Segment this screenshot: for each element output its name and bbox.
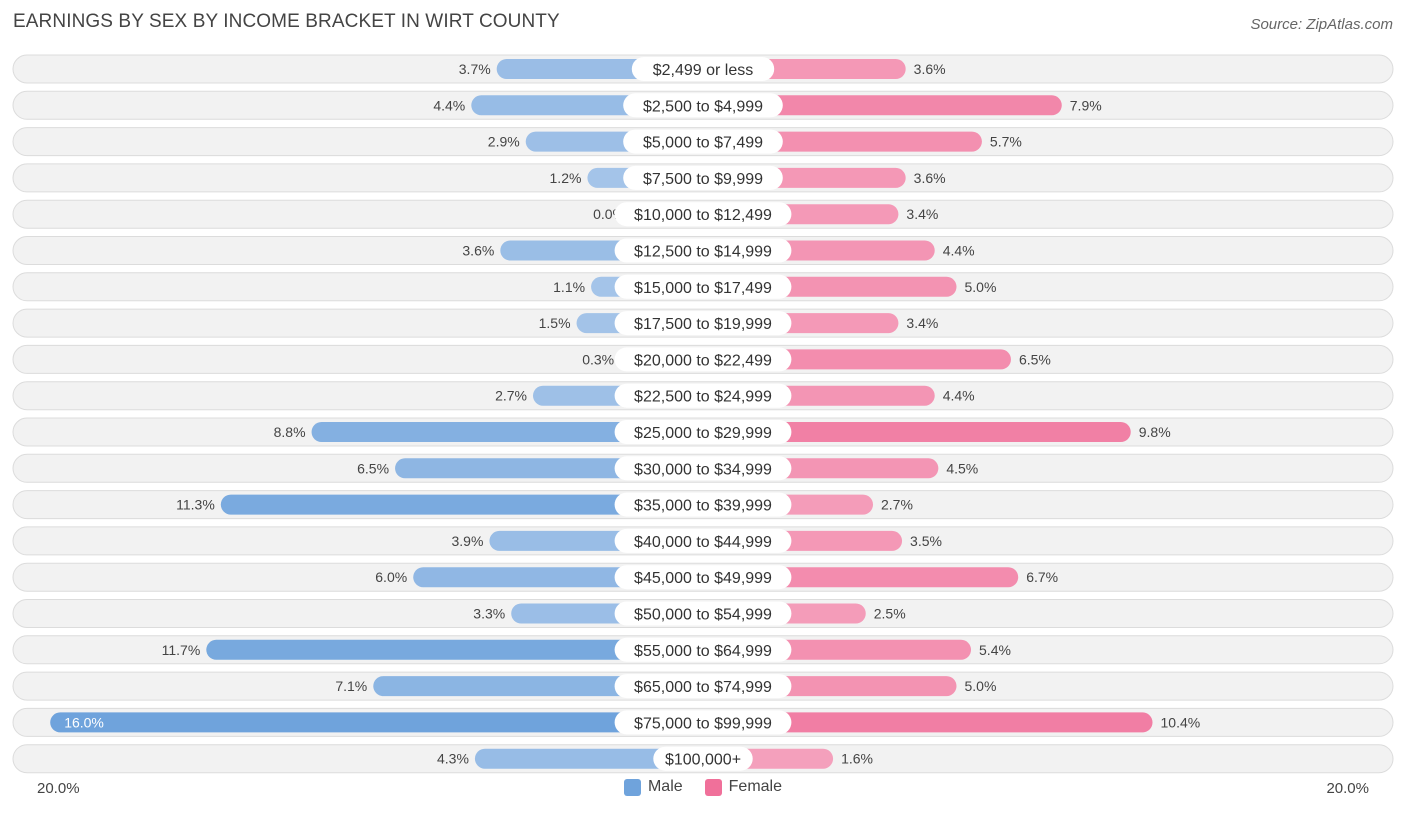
category-label: $35,000 to $39,999 [634,498,772,515]
female-value-label: 10.4% [1161,714,1201,730]
female-value-label: 2.7% [881,497,913,513]
female-value-label: 5.4% [979,642,1011,658]
male-bar [50,712,703,733]
male-value-label: 11.7% [162,642,201,658]
category-label: $30,000 to $34,999 [634,461,772,478]
female-value-label: 4.5% [946,460,978,476]
category-label: $22,500 to $24,999 [634,389,772,406]
category-label: $7,500 to $9,999 [643,171,763,188]
category-pill [614,674,792,699]
female-value-label: 4.4% [943,243,975,259]
male-value-label: 4.3% [437,751,469,767]
legend-item-male[interactable]: Male [623,778,683,796]
male-value-label: 4.4% [433,97,465,113]
female-value-label: 6.7% [1026,569,1058,585]
category-label: $2,500 to $4,999 [643,98,763,115]
female-value-label: 7.9% [1070,97,1102,113]
female-value-label: 2.5% [874,606,906,622]
male-value-label: 8.8% [274,424,306,440]
category-label: $17,500 to $19,999 [634,316,772,333]
legend: Male Female [0,778,1406,796]
category-pill [614,202,792,227]
category-pill [614,311,792,336]
category-pill [631,57,775,81]
male-value-label: 0.3% [582,351,614,367]
axis-left-label: 20.0% [37,780,80,797]
female-value-label: 9.8% [1139,424,1171,440]
male-value-label: 3.3% [473,606,505,622]
female-value-label: 3.6% [914,61,946,77]
category-label: $50,000 to $54,999 [634,607,772,624]
female-value-label: 5.0% [965,678,997,694]
female-value-label: 3.5% [910,533,942,549]
category-label: $5,000 to $7,499 [643,135,763,152]
female-value-label: 3.6% [914,170,946,186]
category-pill [623,129,783,154]
male-value-label: 3.6% [462,243,494,259]
female-value-label: 4.4% [943,388,975,404]
category-label: $10,000 to $12,499 [634,207,772,224]
category-pill [614,456,792,481]
category-pill [614,601,792,626]
male-swatch-icon [623,778,641,796]
category-pill [614,238,792,263]
chart-title: EARNINGS BY SEX BY INCOME BRACKET IN WIR… [13,11,560,32]
category-pill [614,347,792,372]
legend-female-label: Female [728,778,783,795]
source-credit: Source: ZipAtlas.com [1250,16,1393,33]
category-pill [623,93,783,118]
category-label: $25,000 to $29,999 [634,425,772,442]
category-pill [614,710,792,735]
female-swatch-icon [704,778,722,796]
male-value-label: 3.9% [452,533,484,549]
female-value-label: 5.7% [990,134,1022,150]
male-value-label: 3.7% [459,61,491,77]
category-pill [614,637,792,662]
category-label: $15,000 to $17,499 [634,280,772,297]
category-label: $55,000 to $64,999 [634,643,772,660]
category-label: $45,000 to $49,999 [634,570,772,587]
male-value-label: 7.1% [335,678,367,694]
female-bar [703,422,1131,442]
category-label: $12,500 to $14,999 [634,244,772,261]
category-pill [614,383,792,408]
male-value-label: 16.0% [64,714,104,730]
male-value-label: 2.9% [488,134,520,150]
female-value-label: 5.0% [965,279,997,295]
category-label: $40,000 to $44,999 [634,534,772,551]
female-value-label: 3.4% [906,206,938,222]
female-bar [703,95,1062,116]
category-pill [653,746,753,771]
female-value-label: 1.6% [841,751,873,767]
category-label: $100,000+ [665,752,741,769]
male-value-label: 1.5% [539,315,571,331]
category-label: $20,000 to $22,499 [634,352,772,369]
male-value-label: 1.2% [550,170,582,186]
category-label: $65,000 to $74,999 [634,679,772,696]
category-pill [614,274,792,299]
male-value-label: 2.7% [495,388,527,404]
category-pill [623,165,783,190]
category-pill [614,492,792,517]
female-value-label: 6.5% [1019,351,1051,367]
female-value-label: 3.4% [906,315,938,331]
male-value-label: 11.3% [176,497,215,513]
female-bar [703,712,1153,733]
category-pill [614,528,792,553]
income-bracket-chart: 3.7% 3.6% $2,499 or less 4.4% 7.9% $2,500 to … [12,54,1394,774]
male-value-label: 1.1% [553,279,585,295]
legend-male-label: Male [647,778,683,795]
axis-right-label: 20.0% [1326,780,1369,797]
male-bar [311,422,703,442]
male-value-label: 6.5% [357,460,389,476]
category-pill [614,420,792,444]
male-bar [474,748,703,769]
legend-item-female[interactable]: Female [704,778,783,796]
category-label: $2,499 or less [653,62,754,79]
male-bar [220,494,703,515]
male-bar [206,639,704,660]
category-label: $75,000 to $99,999 [634,715,772,732]
male-value-label: 6.0% [375,569,407,585]
category-pill [614,565,792,590]
